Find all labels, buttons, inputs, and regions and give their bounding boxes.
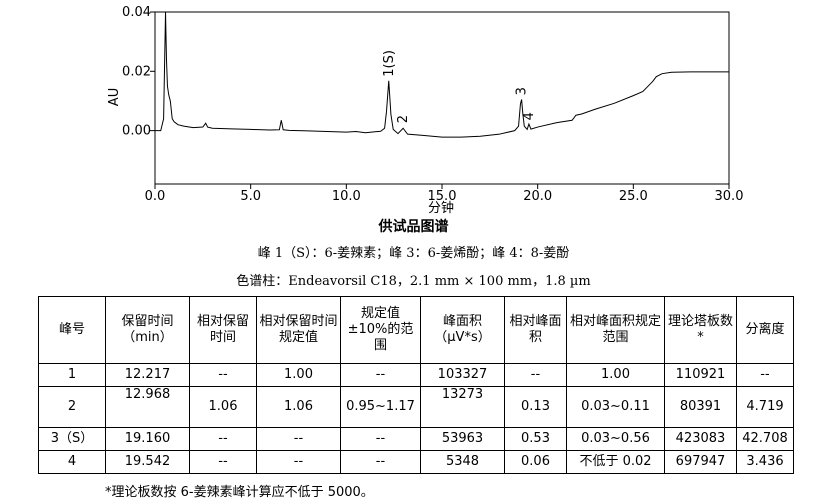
cell-rrt: --: [189, 427, 257, 451]
plot-frame: [154, 11, 730, 185]
cell-rrt-spec: 1.00: [256, 363, 341, 387]
cell-plates: 110921: [664, 363, 737, 387]
cell-plates: 697947: [664, 450, 737, 474]
cell-peak: 4: [38, 450, 106, 474]
cell-rrt-spec: 1.06: [256, 386, 341, 428]
header-relative-retention-time: 相对保留时间: [189, 296, 257, 364]
cell-rel-area-range: 0.03~0.56: [566, 427, 665, 451]
cell-peak: 2: [38, 386, 106, 428]
cell-resolution: --: [736, 363, 794, 387]
table-row: 1 12.217 -- 1.00 -- 103327 -- 1.00 11092…: [38, 363, 794, 387]
cell-rel-area: --: [504, 363, 567, 387]
cell-rel-area-range: 0.03~0.11: [566, 386, 665, 428]
header-rrt-specified: 相对保留时间规定值: [256, 296, 341, 364]
peak-label: 1(S): [382, 50, 397, 77]
column-info-text: 色谱柱：Endeavorsil C18，2.1 mm × 100 mm，1.8 …: [236, 274, 591, 289]
cell-area: 53963: [420, 427, 505, 451]
header-peak-number: 峰号: [38, 296, 106, 364]
x-tick-label: 25.0: [619, 189, 648, 204]
cell-range: --: [340, 427, 421, 451]
header-resolution: 分离度: [736, 296, 794, 364]
y-axis-label: AU: [107, 88, 122, 106]
cell-rel-area: 0.53: [504, 427, 567, 451]
header-relative-area-range: 相对峰面积规定范围: [566, 296, 665, 364]
table-header-row: 峰号 保留时间（min） 相对保留时间 相对保留时间规定值 规定值±10%的范围…: [38, 296, 794, 364]
cell-area: 5348: [420, 450, 505, 474]
header-relative-area: 相对峰面积: [504, 296, 567, 364]
header-theoretical-plates: 理论塔板数*: [664, 296, 737, 364]
cell-plates: 423083: [664, 427, 737, 451]
chromatogram-chart: 1(S)234 0.0 5.0 10.0 15.0 20.0 25.0 30.00.000.…: [107, 5, 743, 216]
table-footnote: *理论板数按 6-姜辣素峰计算应不低于 5000。: [105, 485, 374, 500]
cell-rel-area: 0.13: [504, 386, 567, 428]
cell-rrt: 1.06: [189, 386, 257, 428]
peak-identification-text: 峰 1（S）：6-姜辣素；峰 3：6-姜烯酚；峰 4：8-姜酚: [257, 246, 570, 261]
peak-label: 4: [522, 112, 537, 120]
cell-plates: 80391: [664, 386, 737, 428]
cell-rt: 19.160: [105, 427, 190, 451]
cell-rt: 12.217: [105, 363, 190, 387]
cell-rrt-spec: --: [256, 450, 341, 474]
x-tick-label: 5.0: [240, 189, 261, 204]
cell-rrt: --: [189, 450, 257, 474]
results-table: 峰号 保留时间（min） 相对保留时间 相对保留时间规定值 规定值±10%的范围…: [38, 296, 794, 474]
x-tick-label: 10.0: [332, 189, 361, 204]
peak-label: 2: [396, 115, 411, 123]
cell-range: --: [340, 450, 421, 474]
table-row: 3（S） 19.160 -- -- -- 53963 0.53 0.03~0.5…: [38, 427, 794, 451]
table-row: 2 12.968 1.06 1.06 0.95~1.17 13273 0.13 …: [38, 386, 794, 428]
cell-rt: 12.968: [105, 386, 190, 428]
header-range: 规定值±10%的范围: [340, 296, 421, 364]
cell-rt: 19.542: [105, 450, 190, 474]
cell-range: --: [340, 363, 421, 387]
table-row: 4 19.542 -- -- -- 5348 0.06 不低于 0.02 697…: [38, 450, 794, 474]
x-tick-label: 20.0: [523, 189, 552, 204]
cell-rrt-spec: --: [256, 427, 341, 451]
cell-resolution: 4.719: [736, 386, 794, 428]
chromatogram-trace: [155, 11, 729, 138]
cell-area: 13273: [420, 386, 505, 428]
cell-peak: 3（S）: [38, 427, 106, 451]
axes: 0.0 5.0 10.0 15.0 20.0 25.0 30.0 0.00 0.02 0.04: [122, 5, 743, 204]
x-tick-label: 15.0: [428, 189, 457, 204]
cell-rel-area: 0.06: [504, 450, 567, 474]
header-peak-area: 峰面积（µV*s）: [420, 296, 505, 364]
figure-title: 供试品图谱: [378, 219, 449, 235]
x-axis-label: 分钟: [428, 200, 454, 216]
plot-area: 1(S) 2 3 4: [155, 11, 729, 138]
cell-rrt: --: [189, 363, 257, 387]
cell-peak: 1: [38, 363, 106, 387]
peak-label: 3: [515, 87, 530, 95]
x-tick-label: 0.0: [145, 189, 166, 204]
cell-range: 0.95~1.17: [340, 386, 421, 428]
header-retention-time: 保留时间（min）: [105, 296, 190, 364]
cell-resolution: 3.436: [736, 450, 794, 474]
cell-area: 103327: [420, 363, 505, 387]
y-tick-label: 0.02: [122, 64, 151, 79]
cell-rel-area-range: 1.00: [566, 363, 665, 387]
cell-rel-area-range: 不低于 0.02: [566, 450, 665, 474]
y-tick-label: 0.00: [122, 124, 151, 139]
x-tick-label: 30.0: [715, 189, 744, 204]
y-tick-label: 0.04: [122, 5, 151, 20]
cell-resolution: 42.708: [736, 427, 794, 451]
